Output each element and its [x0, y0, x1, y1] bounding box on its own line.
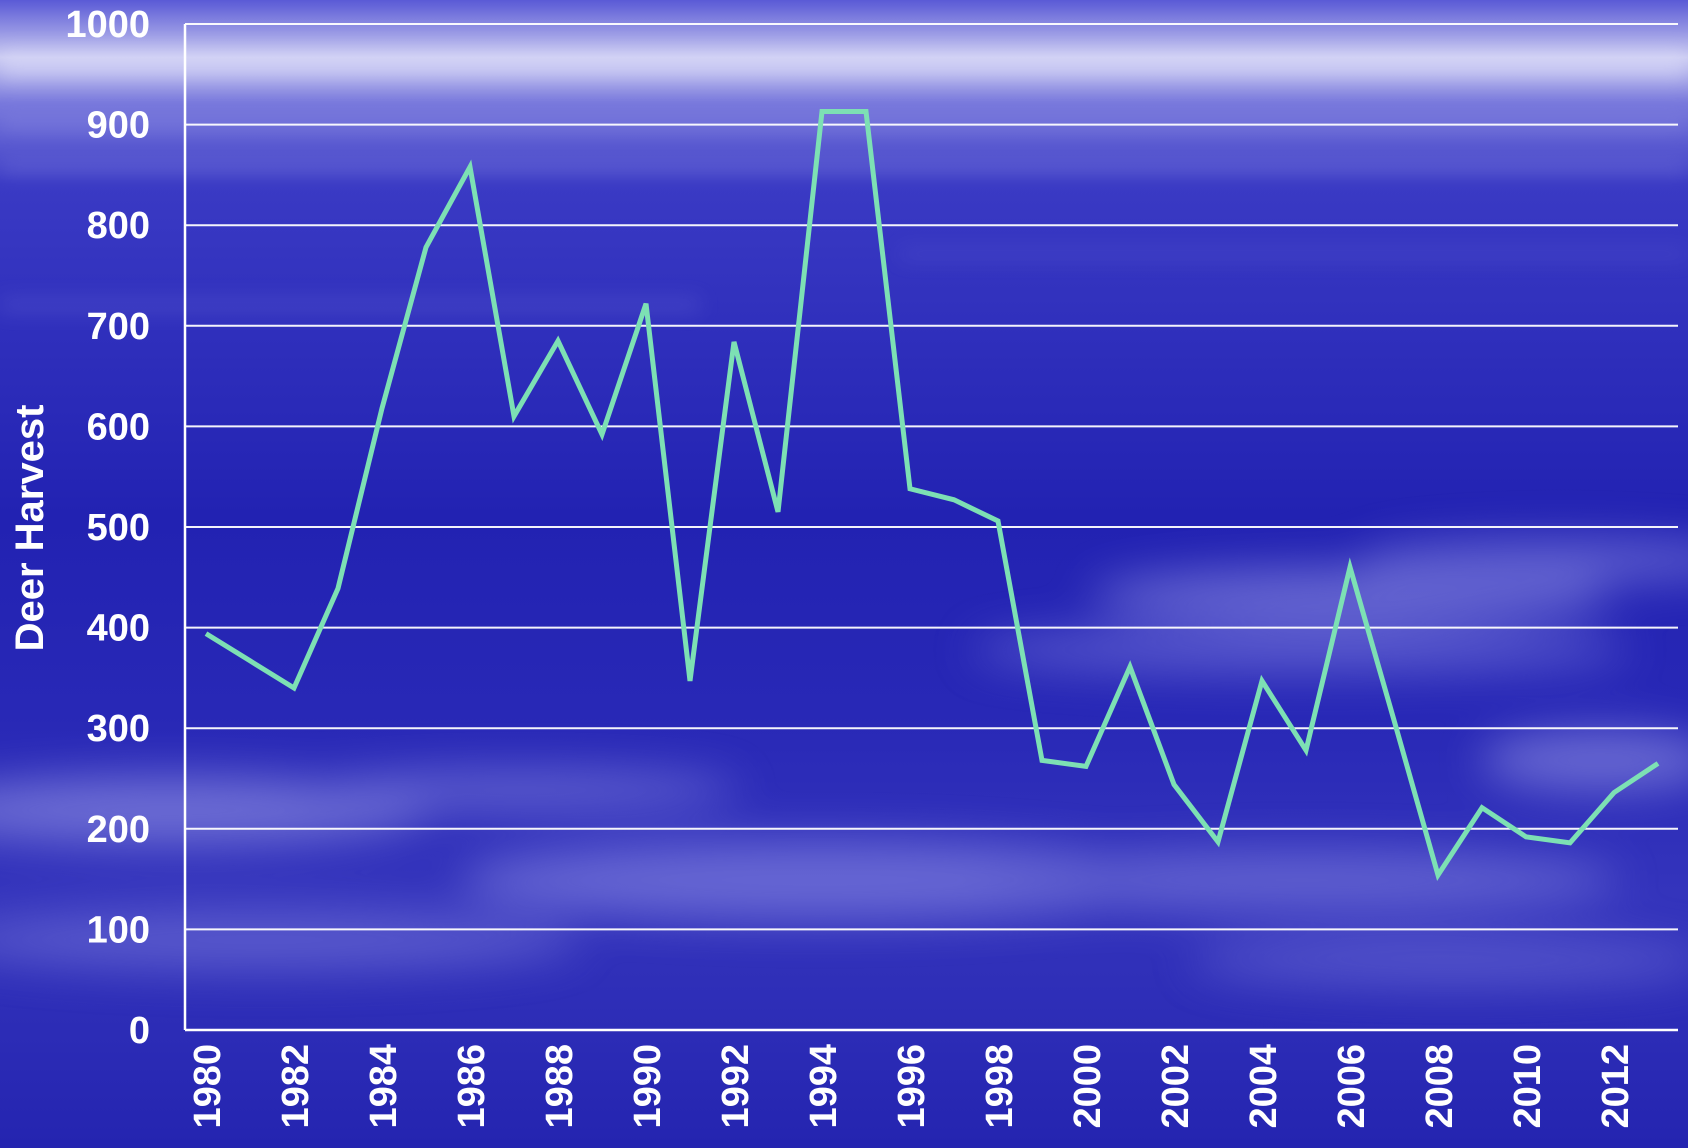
y-axis-title: Deer Harvest	[8, 405, 52, 652]
y-tick-label: 100	[87, 909, 150, 951]
series-line-0	[204, 109, 1660, 882]
y-tick-label: 200	[87, 809, 150, 851]
x-tick-label: 2004	[1243, 1044, 1285, 1129]
y-tick-label: 0	[129, 1010, 150, 1052]
y-tick-label: 400	[87, 608, 150, 650]
x-tick-label: 1992	[715, 1044, 757, 1129]
x-tick-label: 2008	[1419, 1044, 1461, 1129]
y-tick-label: 500	[87, 507, 150, 549]
x-tick-label: 2006	[1331, 1044, 1373, 1129]
x-tick-label: 1984	[363, 1044, 405, 1129]
x-tick-label: 1996	[891, 1044, 933, 1129]
y-tick-label: 700	[87, 306, 150, 348]
x-tick-labels: 1980 1982 1984 1986 1988 1990 1992 1994 1996 1998…	[187, 1044, 1637, 1129]
series-layer	[204, 109, 1660, 882]
x-tick-label: 2000	[1067, 1044, 1109, 1129]
x-tick-label: 1998	[979, 1044, 1021, 1129]
x-tick-label: 1994	[803, 1044, 845, 1129]
y-tick-label: 800	[87, 205, 150, 247]
x-tick-label: 1980	[187, 1044, 229, 1129]
x-tick-label: 1982	[275, 1044, 317, 1129]
x-tick-label: 1986	[451, 1044, 493, 1129]
x-tick-label: 2010	[1507, 1044, 1549, 1129]
x-tick-label: 1990	[627, 1044, 669, 1129]
y-tick-label: 900	[87, 105, 150, 147]
y-tick-label: 600	[87, 406, 150, 448]
y-tick-label: 1000	[65, 4, 150, 46]
gridlines	[185, 23, 1678, 931]
x-tick-label: 1988	[539, 1044, 581, 1129]
axes	[183, 24, 1678, 1032]
y-tick-labels: 0 100 200 300 400 500 600 700 800 900 1000	[65, 4, 150, 1052]
x-tick-label: 2012	[1595, 1044, 1637, 1129]
x-tick-label: 2002	[1155, 1044, 1197, 1129]
y-tick-label: 300	[87, 708, 150, 750]
